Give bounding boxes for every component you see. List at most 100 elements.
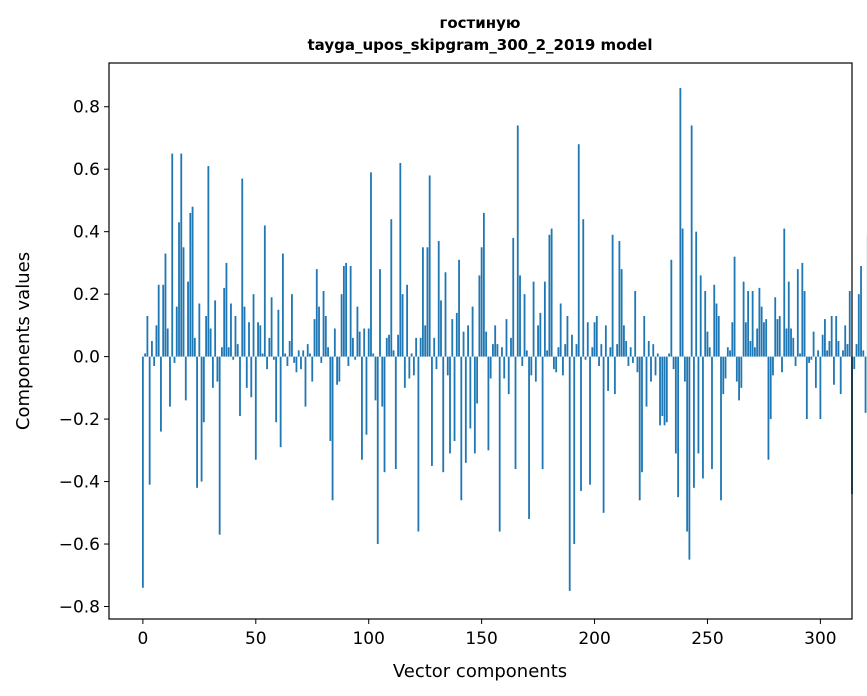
bar xyxy=(478,275,481,357)
bar xyxy=(175,306,178,357)
bar xyxy=(638,356,641,501)
bar xyxy=(313,319,316,357)
bar xyxy=(259,325,262,357)
bar xyxy=(781,356,783,373)
bar xyxy=(458,259,460,357)
bar xyxy=(286,356,289,366)
bar xyxy=(713,284,716,357)
y-ticks: −0.8 −0.6 −0.4 −0.2 0.0 0.2 0.4 0.6 0.8 xyxy=(59,98,109,618)
y-tick-label: −0.6 xyxy=(59,535,100,555)
bar xyxy=(304,356,307,407)
bar xyxy=(295,356,298,373)
bar xyxy=(744,322,747,357)
bar xyxy=(641,356,643,473)
x-tick-label: 0 xyxy=(137,629,148,649)
bar xyxy=(819,356,822,420)
bar xyxy=(218,356,221,535)
bar xyxy=(151,341,153,357)
bar xyxy=(724,356,727,379)
bar xyxy=(254,356,257,460)
bar xyxy=(711,356,713,470)
bar xyxy=(659,356,661,426)
bar xyxy=(632,356,634,363)
bar xyxy=(609,347,612,357)
bar xyxy=(643,316,646,357)
bar xyxy=(683,356,686,382)
bar xyxy=(498,356,501,532)
bar xyxy=(564,344,567,357)
bar xyxy=(232,356,235,360)
bar xyxy=(595,316,598,357)
bar xyxy=(311,356,314,382)
bar xyxy=(207,166,210,357)
bar xyxy=(523,294,526,357)
bar xyxy=(846,344,849,357)
bar xyxy=(647,341,650,357)
bar xyxy=(327,347,329,357)
bar xyxy=(792,337,795,357)
bar xyxy=(469,356,472,429)
bar xyxy=(528,356,530,520)
bar xyxy=(284,353,287,357)
bar xyxy=(801,262,804,357)
bar xyxy=(625,341,628,357)
bar xyxy=(735,356,738,382)
bar xyxy=(257,322,259,357)
bar xyxy=(440,300,442,357)
bar xyxy=(774,297,777,357)
bar xyxy=(444,272,447,357)
bar xyxy=(446,356,449,376)
bar xyxy=(354,356,357,360)
bar xyxy=(790,328,792,357)
bar xyxy=(374,356,377,401)
bar xyxy=(381,356,384,407)
bar xyxy=(668,353,670,357)
bar xyxy=(449,356,451,454)
bar xyxy=(162,284,165,357)
x-tick-label: 200 xyxy=(578,629,610,649)
bar xyxy=(437,241,440,357)
bar xyxy=(205,316,208,357)
bar xyxy=(157,284,160,357)
bar xyxy=(575,344,578,357)
bar xyxy=(708,347,711,357)
bar xyxy=(241,178,244,357)
bar xyxy=(532,281,535,357)
bar xyxy=(223,287,226,357)
bar xyxy=(690,125,693,357)
bar xyxy=(302,350,305,357)
bar xyxy=(268,337,271,357)
bar xyxy=(288,341,291,357)
bar xyxy=(252,294,255,357)
bar xyxy=(370,172,372,357)
bar xyxy=(584,356,587,360)
bar xyxy=(476,356,479,404)
bar xyxy=(571,334,573,357)
bar xyxy=(356,306,359,357)
bar xyxy=(471,306,474,357)
bar xyxy=(333,328,336,357)
bar xyxy=(367,328,370,357)
bar xyxy=(230,303,232,357)
bar xyxy=(453,356,456,441)
bar xyxy=(799,353,801,357)
bar xyxy=(489,356,492,379)
bar xyxy=(166,328,169,357)
bar xyxy=(202,356,205,423)
bar xyxy=(365,356,368,435)
bar xyxy=(514,356,517,470)
bar xyxy=(352,337,354,357)
bar xyxy=(173,356,176,363)
bar xyxy=(248,322,250,357)
bar xyxy=(604,325,607,357)
bar xyxy=(821,334,824,357)
bar xyxy=(749,341,752,357)
bar xyxy=(164,253,167,357)
bar xyxy=(715,303,718,357)
bar xyxy=(442,356,445,473)
bar xyxy=(864,356,867,413)
bar xyxy=(144,353,147,357)
bar xyxy=(155,325,158,357)
bar xyxy=(487,356,490,451)
bar xyxy=(245,356,248,388)
